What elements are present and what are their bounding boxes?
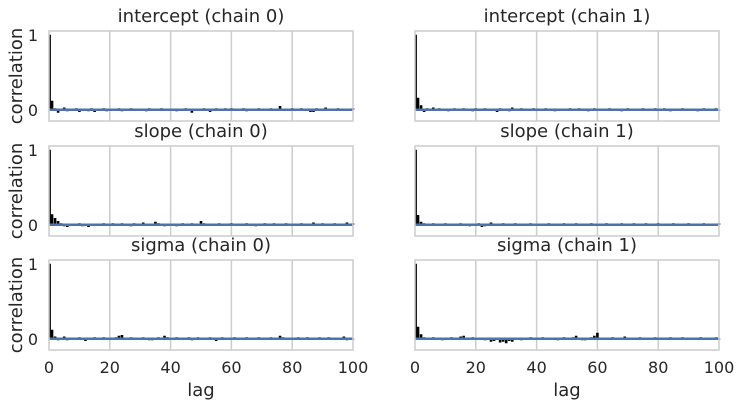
acf-bar — [120, 335, 124, 339]
acf-panel-1: intercept (chain 1) — [414, 6, 721, 122]
acf-bar — [163, 335, 166, 339]
panel-title: intercept (chain 1) — [484, 6, 651, 27]
acf-bar — [489, 338, 493, 342]
acf-bar — [50, 214, 54, 225]
x-axis-label: lag — [187, 380, 214, 401]
acf-bar — [117, 335, 121, 339]
acf-bar — [50, 100, 54, 110]
x-tick-label: 20 — [100, 358, 120, 377]
panel-title: intercept (chain 0) — [118, 6, 285, 27]
acf-bar — [596, 332, 599, 339]
x-tick-label: 0 — [44, 358, 54, 377]
acf-panel-5: sigma (chain 1) 0 20 40 60 80 100 lag — [410, 235, 734, 401]
plot-frame — [48, 30, 354, 122]
plot-area — [49, 31, 353, 121]
x-tick-label: 20 — [466, 358, 486, 377]
y-tick-label: 0 — [28, 216, 38, 235]
acf-bar — [53, 218, 57, 225]
acf-bar — [415, 34, 417, 110]
y-axis-label: correlation — [6, 257, 27, 354]
x-tick-label: 0 — [410, 358, 420, 377]
acf-bar — [501, 338, 505, 342]
y-tick-label: 0 — [28, 101, 38, 120]
panel-title: slope (chain 0) — [134, 121, 268, 142]
x-tick-label: 40 — [160, 358, 180, 377]
x-tick-label: 100 — [338, 358, 369, 377]
acf-bar — [415, 149, 417, 225]
plot-area — [49, 260, 353, 350]
acf-bar — [416, 97, 420, 110]
acf-bar — [278, 335, 282, 339]
acf-bar — [199, 221, 203, 225]
acf-bar — [154, 221, 157, 225]
panel-title: sigma (chain 1) — [497, 235, 637, 256]
acf-bar — [419, 334, 423, 339]
acf-bar — [49, 263, 51, 339]
x-tick-label: 60 — [587, 358, 607, 377]
acf-bar — [415, 263, 417, 339]
acf-bar — [462, 335, 465, 339]
acf-bar — [190, 109, 194, 113]
y-tick-label: 1 — [28, 141, 38, 160]
x-tick-label: 80 — [282, 358, 302, 377]
plot-frame — [48, 145, 354, 237]
plot-frame — [414, 30, 720, 122]
acf-bar — [49, 34, 51, 110]
x-tick-label: 100 — [704, 358, 735, 377]
acf-bar — [49, 149, 51, 225]
plot-area — [415, 260, 719, 350]
plot-area — [415, 31, 719, 121]
x-axis-label: lag — [553, 380, 580, 401]
acf-bar — [504, 338, 508, 344]
acf-panel-3: slope (chain 1) — [414, 121, 721, 237]
acf-bar — [419, 221, 423, 225]
x-tick-label: 60 — [221, 358, 241, 377]
y-tick-label: 1 — [28, 26, 38, 45]
y-tick-label: 1 — [28, 255, 38, 274]
acf-bar — [593, 335, 596, 339]
y-tick-label: 0 — [28, 330, 38, 349]
acf-bar — [56, 109, 60, 113]
plot-frame — [48, 259, 354, 351]
acf-bar — [419, 105, 423, 110]
acf-bar — [498, 338, 502, 343]
x-tick-label: 40 — [526, 358, 546, 377]
acf-bar — [416, 215, 420, 225]
acf-bar — [510, 338, 514, 342]
plot-frame — [414, 145, 720, 237]
y-axis-label: correlation — [6, 143, 27, 240]
y-axis-label: correlation — [6, 28, 27, 125]
acf-bar — [278, 106, 282, 110]
acf-bar — [574, 335, 578, 339]
acf-bar — [50, 329, 54, 339]
panel-title: sigma (chain 0) — [131, 235, 271, 256]
acf-bar — [56, 221, 60, 225]
plot-area — [415, 146, 719, 236]
panel-title: slope (chain 1) — [500, 121, 634, 142]
plot-frame — [414, 259, 720, 351]
acf-bar — [416, 326, 420, 339]
x-tick-label: 80 — [648, 358, 668, 377]
